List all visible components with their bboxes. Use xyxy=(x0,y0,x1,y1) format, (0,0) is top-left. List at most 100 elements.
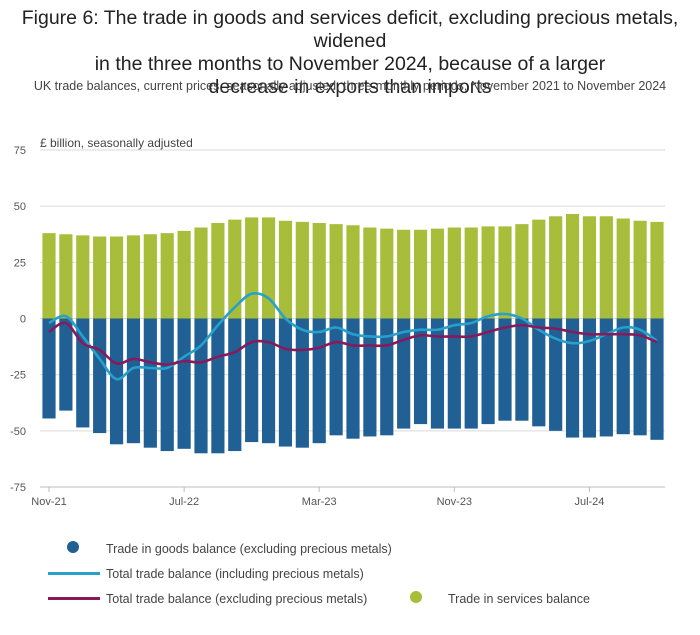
chart-subtitle: UK trade balances, current prices, seaso… xyxy=(33,79,667,93)
legend-label-total-excl: Total trade balance (excluding precious … xyxy=(106,592,368,606)
services-bar xyxy=(633,220,647,319)
goods-bar xyxy=(228,318,242,452)
y-tick-label: 75 xyxy=(14,145,26,157)
goods-bar xyxy=(143,318,157,448)
goods-bar xyxy=(126,318,141,444)
services-bar xyxy=(329,224,343,319)
total-excl-precious-line xyxy=(48,321,658,366)
services-bar xyxy=(93,236,107,319)
goods-bar xyxy=(397,318,411,429)
services-bar xyxy=(650,221,664,319)
services-bar xyxy=(447,227,461,319)
services-bar xyxy=(143,234,157,319)
goods-bar xyxy=(599,318,613,437)
goods-bar xyxy=(312,318,326,444)
services-bar xyxy=(481,226,495,319)
services-bar xyxy=(616,218,630,319)
total-incl-precious-line xyxy=(48,291,658,381)
y-tick-label: 25 xyxy=(14,257,26,269)
goods-bar xyxy=(481,318,495,425)
chart-title: Figure 6: The trade in goods and service… xyxy=(0,7,700,99)
goods-bar xyxy=(278,318,293,447)
goods-bar xyxy=(447,318,461,429)
services-bar xyxy=(76,235,90,319)
goods-bar xyxy=(329,318,343,436)
services-bar xyxy=(582,216,597,319)
services-bar xyxy=(126,235,141,319)
services-bar xyxy=(177,230,191,319)
goods-bar xyxy=(261,318,276,444)
services-bar xyxy=(59,234,73,319)
services-bar xyxy=(430,228,445,319)
services-bar xyxy=(397,229,411,319)
x-axis: Nov-21 Jul-22 Mar-23 Nov-23 Jul-24 xyxy=(31,486,665,508)
goods-bar xyxy=(430,318,445,429)
goods-bar xyxy=(380,318,394,436)
services-bar xyxy=(363,227,377,319)
goods-bar xyxy=(295,318,309,448)
chart-title-line: decrease in exports than imports xyxy=(208,76,492,98)
goods-bar xyxy=(464,318,478,429)
services-bar xyxy=(565,214,580,319)
legend-label-goods: Trade in goods balance (excluding precio… xyxy=(106,542,392,556)
goods-bar xyxy=(211,318,225,454)
y-tick-label: 0 xyxy=(20,314,26,326)
goods-bar xyxy=(616,318,630,435)
legend-marker-total-incl-line xyxy=(48,572,100,575)
services-bar xyxy=(346,225,360,319)
services-bar xyxy=(549,216,563,319)
x-tick-label: Jul-24 xyxy=(574,496,604,508)
goods-bar xyxy=(413,318,428,425)
services-bar xyxy=(42,233,56,319)
x-tick-label: Mar-23 xyxy=(302,496,337,508)
goods-bar xyxy=(363,318,377,437)
bars xyxy=(42,214,664,454)
legend-label-services: Trade in services balance xyxy=(448,592,590,606)
y-tick-label: 50 xyxy=(14,201,26,213)
services-bar xyxy=(312,223,326,319)
goods-bar xyxy=(177,318,191,449)
goods-bar xyxy=(42,318,56,419)
goods-bar xyxy=(346,318,360,439)
legend-label-total-incl: Total trade balance (including precious … xyxy=(106,567,364,581)
chart-title-line: Figure 6: The trade in goods and service… xyxy=(21,7,679,52)
goods-bar xyxy=(245,318,259,443)
services-bar xyxy=(160,233,174,319)
goods-bar xyxy=(633,318,647,436)
legend-marker-services-dot xyxy=(410,591,422,603)
services-bar xyxy=(515,224,529,319)
services-bar xyxy=(413,229,428,319)
y-axis: 75 50 25 0 -25 -50 -75 xyxy=(10,145,26,494)
goods-bar xyxy=(160,318,174,452)
chart-title-line: in the three months to November 2024, be… xyxy=(94,53,606,75)
services-bar xyxy=(498,226,512,319)
y-tick-label: -75 xyxy=(10,482,26,494)
x-tick-label: Nov-23 xyxy=(437,496,472,508)
services-bar xyxy=(278,220,293,319)
services-bar xyxy=(228,219,242,319)
services-bar xyxy=(109,236,124,319)
y-unit-label: £ billion, seasonally adjusted xyxy=(40,136,193,150)
goods-bar xyxy=(194,318,208,454)
legend-marker-goods-dot xyxy=(67,541,79,553)
goods-bar xyxy=(532,318,546,427)
services-bar xyxy=(194,227,208,319)
lines xyxy=(48,291,658,381)
goods-bar xyxy=(549,318,563,431)
goods-bar xyxy=(650,318,664,440)
services-bar xyxy=(211,223,225,319)
goods-bar xyxy=(515,318,529,421)
y-tick-label: -25 xyxy=(10,370,26,382)
goods-bar xyxy=(498,318,512,421)
services-bar xyxy=(295,221,309,319)
services-bar xyxy=(464,227,478,319)
services-bar xyxy=(245,217,259,319)
goods-bar xyxy=(109,318,124,445)
x-tick-label: Nov-21 xyxy=(31,496,66,508)
services-bar xyxy=(261,217,276,319)
legend-marker-total-excl-line xyxy=(48,597,100,600)
goods-bar xyxy=(59,318,73,411)
services-bar xyxy=(532,219,546,319)
services-bar xyxy=(599,216,613,319)
